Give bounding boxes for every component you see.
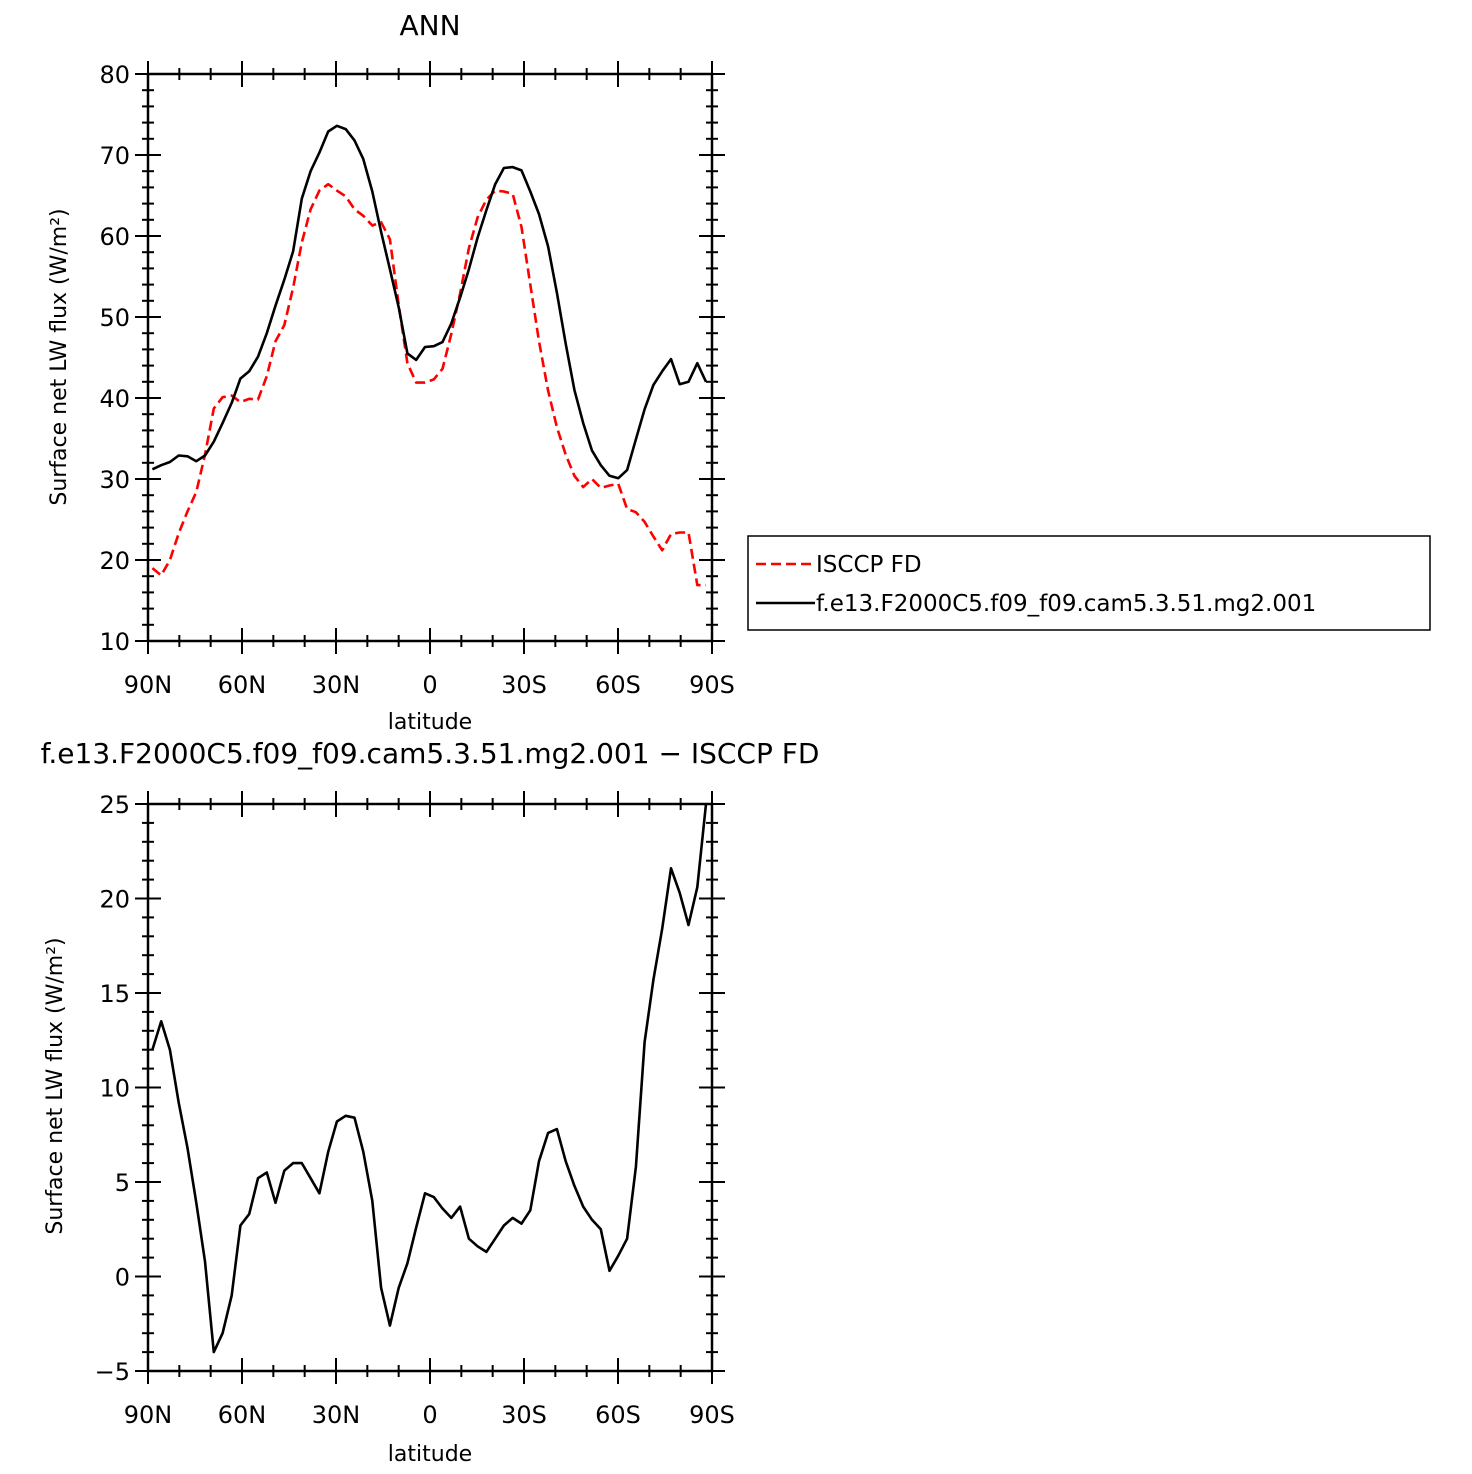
- top-chart-title: ANN: [399, 9, 460, 42]
- legend-label-model: f.e13.F2000C5.f09_f09.cam5.3.51.mg2.001: [816, 591, 1316, 617]
- y-tick-label: 70: [99, 142, 130, 170]
- y-tick-label: 30: [99, 466, 130, 494]
- x-tick-label: 90N: [124, 1401, 173, 1429]
- series-line-isccp-fd: [151, 182, 706, 587]
- y-tick-label: −5: [95, 1358, 130, 1386]
- x-tick-label: 60N: [218, 671, 267, 699]
- bottom-x-tick-labels: 90N 60N 30N 0 30S 60S 90S: [124, 1401, 735, 1429]
- x-tick-label: 30S: [501, 1401, 547, 1429]
- x-tick-label: 90S: [689, 1401, 735, 1429]
- series-line-model: [151, 124, 708, 480]
- x-tick-label: 60S: [595, 671, 641, 699]
- top-y-axis-label: Surface net LW flux (W/m²): [47, 208, 72, 505]
- series-line-difference: [151, 803, 708, 1354]
- y-tick-label: 10: [99, 1075, 130, 1103]
- top-panel: ANN 10 20 30 40 50 60 70 80 90N 60N 30N 0 30S 60S 90S…: [47, 9, 735, 735]
- y-tick-label: 15: [99, 980, 130, 1008]
- x-tick-label: 90N: [124, 671, 173, 699]
- bottom-series-lines: [151, 803, 708, 1354]
- x-tick-label: 90S: [689, 671, 735, 699]
- bottom-y-axis-label: Surface net LW flux (W/m²): [43, 937, 68, 1234]
- bottom-y-tick-labels: −5 0 5 10 15 20 25: [95, 791, 130, 1386]
- top-ticks: [135, 61, 725, 654]
- y-tick-label: 20: [99, 886, 130, 914]
- y-tick-label: 10: [99, 628, 130, 656]
- y-tick-label: 5: [115, 1169, 130, 1197]
- top-x-tick-labels: 90N 60N 30N 0 30S 60S 90S: [124, 671, 735, 699]
- y-tick-label: 60: [99, 223, 130, 251]
- x-tick-label: 0: [422, 671, 437, 699]
- top-y-tick-labels: 10 20 30 40 50 60 70 80: [99, 61, 130, 656]
- x-tick-label: 60N: [218, 1401, 267, 1429]
- y-tick-label: 25: [99, 791, 130, 819]
- x-tick-label: 30N: [312, 1401, 361, 1429]
- top-series-lines: [151, 124, 708, 587]
- y-tick-label: 50: [99, 304, 130, 332]
- x-tick-label: 60S: [595, 1401, 641, 1429]
- x-tick-label: 30S: [501, 671, 547, 699]
- bottom-x-axis-label: latitude: [388, 1442, 472, 1467]
- legend-box: [747, 535, 1431, 631]
- bottom-ticks: [135, 791, 725, 1384]
- bottom-panel: f.e13.F2000C5.f09_f09.cam5.3.51.mg2.001 …: [41, 737, 820, 1467]
- legend: ISCCP FD f.e13.F2000C5.f09_f09.cam5.3.51…: [747, 535, 1431, 631]
- x-tick-label: 0: [422, 1401, 437, 1429]
- bottom-chart-title: f.e13.F2000C5.f09_f09.cam5.3.51.mg2.001 …: [41, 737, 820, 770]
- top-plot-frame: [146, 72, 714, 643]
- top-x-axis-label: latitude: [388, 710, 472, 735]
- legend-label-isccp: ISCCP FD: [816, 552, 922, 578]
- y-tick-label: 40: [99, 385, 130, 413]
- y-tick-label: 20: [99, 547, 130, 575]
- y-tick-label: 80: [99, 61, 130, 89]
- y-tick-label: 0: [115, 1264, 130, 1292]
- x-tick-label: 30N: [312, 671, 361, 699]
